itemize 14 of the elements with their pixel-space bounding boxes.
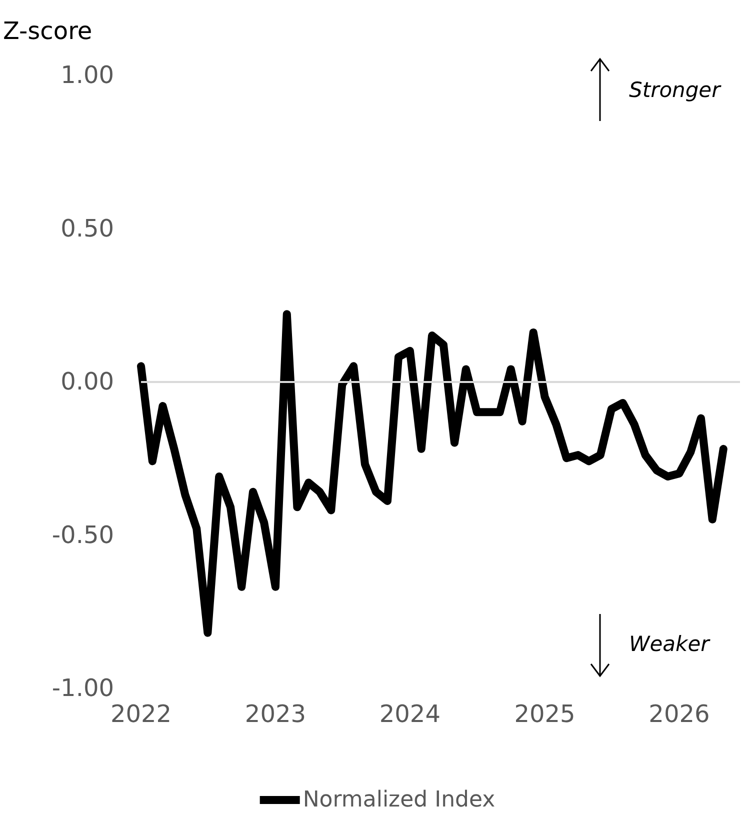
y-tick-label: 1.00 xyxy=(60,61,114,89)
x-tick-label: 2023 xyxy=(244,700,306,728)
y-tick-label: -1.00 xyxy=(52,674,114,702)
y-tick-label: -0.50 xyxy=(52,520,114,549)
y-tick-label: 0.00 xyxy=(60,368,114,396)
y-tick-label: 0.50 xyxy=(60,214,114,242)
x-tick-label: 2022 xyxy=(110,700,172,728)
x-tick-label: 2024 xyxy=(379,700,440,728)
legend-label: Normalized Index xyxy=(302,788,496,812)
annotation: Stronger xyxy=(629,78,720,102)
x-tick-label: 2026 xyxy=(648,700,710,728)
y-axis-title: Z-score xyxy=(3,17,92,45)
annotation: Weaker xyxy=(629,632,710,656)
x-tick-label: 2025 xyxy=(514,700,576,728)
